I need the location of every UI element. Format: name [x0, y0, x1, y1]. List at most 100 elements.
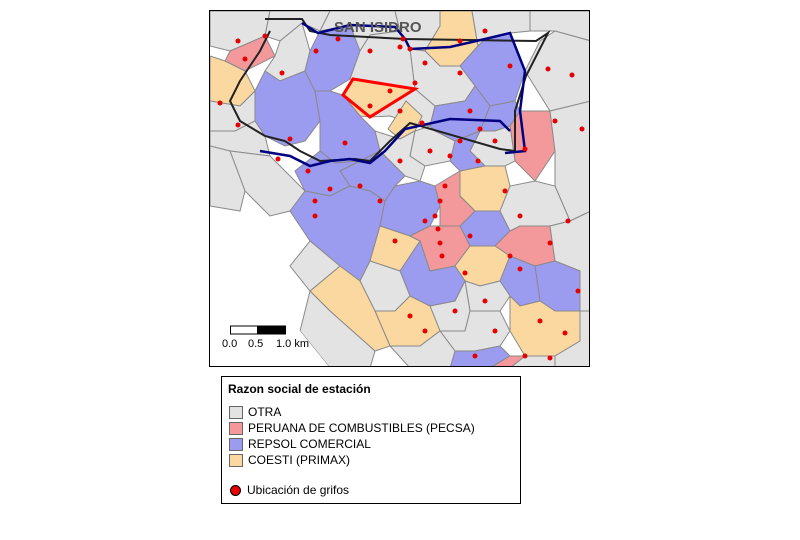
station-point — [569, 72, 575, 78]
station-point — [517, 213, 523, 219]
station-point — [367, 103, 373, 109]
legend-item-coesti: COESTI (PRIMAX) — [229, 453, 350, 467]
scale-tick-0: 0.0 — [222, 338, 238, 350]
station-point — [547, 240, 553, 246]
boundary-lines — [228, 18, 551, 168]
secondary-route — [259, 117, 511, 168]
station-point — [407, 313, 413, 319]
station-point — [457, 138, 463, 144]
station-point — [579, 126, 585, 132]
outside-area — [210, 151, 329, 366]
station-point — [442, 183, 448, 189]
voronoi-cell — [554, 310, 589, 366]
voronoi-cells — [210, 11, 589, 366]
station-point — [565, 218, 571, 224]
station-point — [422, 60, 428, 66]
station-point — [437, 198, 443, 204]
station-point — [507, 253, 513, 259]
station-point — [397, 158, 403, 164]
legend-item-repsol: REPSOL COMERCIAL — [229, 437, 371, 451]
station-point — [342, 140, 348, 146]
station-point — [477, 126, 483, 132]
station-point — [517, 266, 523, 272]
scale-tick-2: 1.0 km — [276, 338, 310, 350]
station-point — [287, 136, 293, 142]
station-point — [472, 353, 478, 359]
legend-swatch — [229, 437, 243, 451]
station-points — [217, 28, 585, 361]
district-boundary — [228, 18, 551, 163]
station-point — [575, 288, 581, 294]
station-point — [305, 168, 311, 174]
point-symbol-icon — [230, 484, 241, 496]
scale-tick-1: 0.5 — [248, 338, 264, 350]
station-point — [367, 48, 373, 54]
station-point — [242, 56, 248, 62]
station-point — [235, 38, 241, 44]
highlighted-cell — [341, 77, 420, 119]
station-point — [435, 226, 441, 232]
legend-label: COESTI (PRIMAX) — [248, 453, 351, 467]
station-point — [447, 153, 453, 159]
legend-item-pecsa: PERUANA DE COMBUSTIBLES (PECSA) — [229, 421, 475, 435]
station-point — [475, 158, 481, 164]
station-point — [419, 120, 425, 126]
voronoi-cell — [492, 355, 527, 366]
voronoi-cell — [210, 145, 246, 212]
station-point — [467, 108, 473, 114]
station-point — [457, 70, 463, 76]
scale-bar: 0.0 0.5 1.0 km — [222, 325, 350, 355]
voronoi-cell — [388, 330, 456, 366]
legend: Razon social de estación OTRA PERUANA DE… — [221, 376, 521, 504]
station-point — [217, 100, 223, 106]
legend-title: Razon social de estación — [228, 382, 371, 396]
station-point — [312, 213, 318, 219]
station-point — [422, 328, 428, 334]
legend-swatch — [229, 421, 243, 435]
station-point — [462, 270, 468, 276]
station-point — [377, 198, 383, 204]
station-point — [432, 213, 438, 219]
station-point — [522, 146, 528, 152]
station-point — [492, 328, 498, 334]
legend-item-otra: OTRA — [229, 405, 281, 419]
station-point — [492, 138, 498, 144]
station-point — [522, 353, 528, 359]
station-point — [313, 48, 319, 54]
voronoi-cell — [289, 240, 341, 292]
station-point — [387, 88, 393, 94]
station-point — [235, 122, 241, 128]
station-point — [537, 318, 543, 324]
station-point — [262, 33, 268, 39]
district-label: SAN ISIDRO — [334, 19, 422, 36]
station-point — [562, 330, 568, 336]
scale-segment-black — [257, 325, 286, 335]
station-point — [427, 148, 433, 154]
legend-swatch — [229, 453, 243, 467]
legend-swatch — [229, 405, 243, 419]
station-point — [437, 240, 443, 246]
station-point — [392, 238, 398, 244]
station-point — [422, 218, 428, 224]
legend-label: OTRA — [248, 405, 282, 419]
station-point — [397, 44, 403, 50]
station-point — [552, 118, 558, 124]
legend-label: REPSOL COMERCIAL — [248, 437, 371, 451]
station-point — [357, 183, 363, 189]
station-point — [397, 108, 403, 114]
station-point — [439, 253, 445, 259]
scale-segment-white — [230, 325, 258, 335]
station-point — [312, 198, 318, 204]
main-route — [301, 21, 527, 155]
legend-label: Ubicación de grifos — [247, 483, 350, 497]
station-point — [412, 80, 418, 86]
station-point — [547, 355, 553, 361]
station-point — [457, 38, 463, 44]
voronoi-cell — [464, 280, 511, 312]
station-point — [452, 308, 458, 314]
station-point — [275, 156, 281, 162]
station-point — [407, 46, 413, 52]
station-point — [507, 63, 513, 69]
station-point — [545, 66, 551, 72]
station-point — [502, 188, 508, 194]
